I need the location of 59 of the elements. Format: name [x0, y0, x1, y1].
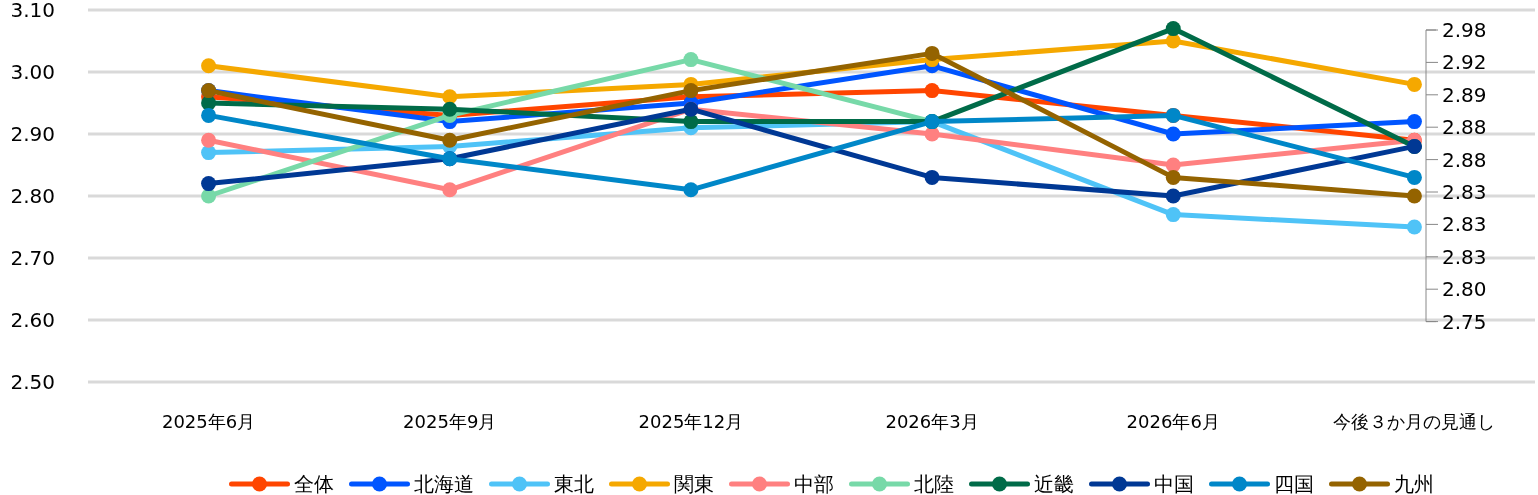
legend-label: 北陸 [913, 472, 954, 495]
y-tick-label: 3.00 [10, 60, 55, 84]
legend-label: 中国 [1153, 472, 1194, 495]
point [1165, 21, 1181, 37]
point [201, 107, 217, 123]
point [201, 132, 217, 148]
point [1406, 188, 1422, 204]
x-tick-label: 2025年9月 [403, 411, 497, 432]
legend-label: 近畿 [1033, 472, 1074, 495]
point [442, 89, 458, 105]
legend-label: 中部 [793, 472, 834, 495]
point [442, 182, 458, 198]
annotation: 2.83 [1442, 180, 1487, 204]
y-tick-label: 2.50 [10, 370, 55, 394]
annotation: 2.98 [1442, 18, 1487, 42]
point [924, 83, 940, 99]
y-tick-label: 2.80 [10, 184, 55, 208]
point [201, 58, 217, 74]
legend-label: 関東 [673, 472, 714, 495]
annotation: 2.89 [1442, 82, 1487, 107]
x-tick-label: 今後３か月の見通し [1333, 411, 1496, 432]
y-tick-label: 2.70 [10, 246, 55, 270]
point [1406, 114, 1422, 130]
annotation: 2.83 [1442, 244, 1487, 269]
x-tick-label: 2026年6月 [1126, 411, 1220, 432]
legend-label: 九州 [1393, 472, 1434, 495]
legend-label: 東北 [553, 472, 594, 495]
x-tick-label: 2025年6月 [161, 411, 256, 432]
x-tick-label: 2025年12月 [638, 411, 744, 432]
legend-label: 全体 [293, 472, 334, 495]
point [683, 182, 699, 198]
point [201, 145, 217, 161]
annotation: 2.75 [1442, 309, 1487, 334]
annotation: 2.88 [1442, 147, 1487, 172]
y-tick-label: 3.10 [10, 0, 55, 22]
legend-label: 四国 [1273, 472, 1314, 495]
point [1165, 169, 1181, 185]
y-tick-label: 2.60 [10, 308, 55, 332]
annotation: 2.83 [1442, 212, 1487, 237]
x-tick-label: 2026年3月 [885, 411, 979, 432]
annotation: 2.88 [1442, 115, 1487, 140]
point [683, 83, 699, 99]
y-tick-label: 2.90 [10, 122, 55, 146]
point [924, 169, 940, 185]
point [1165, 126, 1181, 142]
point [1406, 76, 1422, 92]
point [683, 52, 699, 68]
annotation: 2.80 [1442, 277, 1487, 302]
point [1165, 188, 1181, 204]
point [1165, 207, 1181, 223]
point [1406, 169, 1422, 185]
point [442, 101, 458, 117]
legend-label: 北海道 [413, 472, 474, 495]
point [201, 176, 217, 192]
annotation: 2.92 [1442, 50, 1487, 75]
point [924, 45, 940, 61]
point [201, 188, 217, 204]
point [1406, 219, 1422, 235]
point [442, 132, 458, 148]
